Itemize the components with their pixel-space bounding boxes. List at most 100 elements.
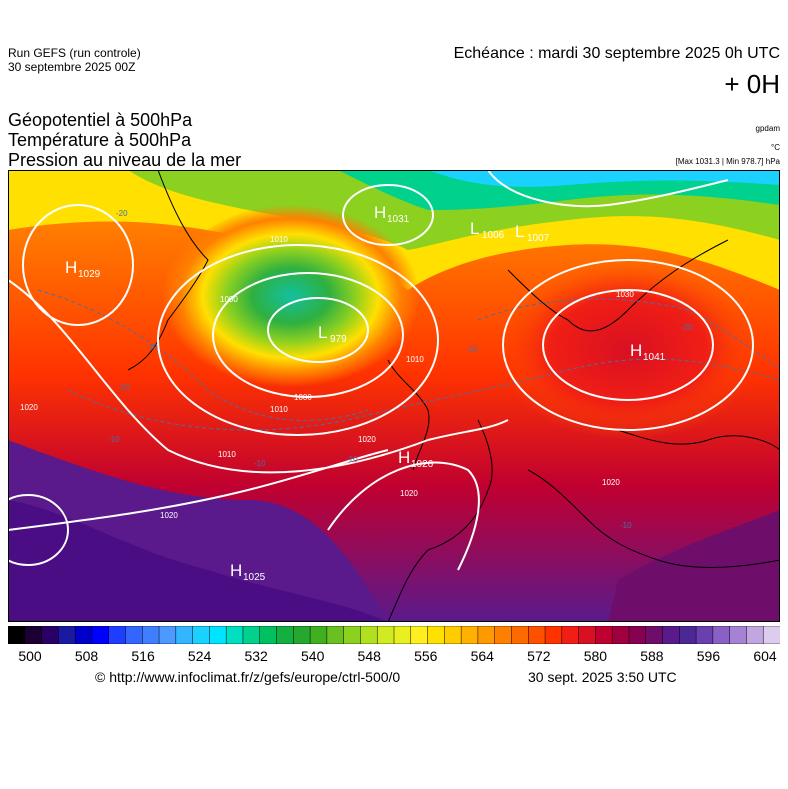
pc-letter-3: L [515,222,524,241]
colorbar-tick-label: 500 [18,648,42,664]
colorbar-tick-label: 540 [301,648,325,664]
colorbar-swatch [444,626,462,644]
lead-time: + 0H [724,69,780,99]
run-date: 30 septembre 2025 00Z [8,60,136,74]
isobars [8,170,754,571]
colorbar-swatch [309,626,328,644]
colorbar-swatch [712,626,731,644]
isobar-label: 1010 [270,235,288,244]
colorbar-tick-label: 508 [74,648,99,664]
pc-value-7: 1025 [243,572,266,583]
isobar-1020-biscay [327,461,480,571]
colorbar-swatch [662,626,681,644]
colorbar-swatch [628,626,647,644]
isobar-label: 1020 [400,489,418,498]
colorbar-tick-label: 572 [527,648,551,664]
isobar-label: 1020 [358,435,376,444]
colorbar-swatch [494,626,513,644]
isobar-high-azores [8,494,69,566]
coast-greenland [127,170,209,371]
unit-gpdam: gpdam [755,124,780,133]
pressure-centers: H 1029 H 1031 L 1006 L 1007 L 979 H 1041… [65,203,666,583]
colorbar-swatch [578,626,597,644]
isobar-label: 1020 [602,478,620,487]
colorbar-swatch [695,626,714,644]
colorbar-swatch [343,626,362,644]
cyan-band [428,170,780,187]
coast-scandinavia [507,239,729,332]
pc-value-0: 1029 [78,269,101,280]
isobar-low-1000 [212,272,404,398]
map-frame [8,170,780,622]
isobar-label: 1020 [20,403,38,412]
colorbar-swatch [679,626,697,644]
isobar-north-band [487,170,729,208]
colorbar-tick-label: 580 [583,648,608,664]
isobar-label: 1000 [220,295,238,304]
colorbar-swatch [142,626,160,644]
colorbar-swatch [192,626,211,644]
colorbar-swatch [58,626,76,644]
pc-letter-4: L [318,323,327,342]
title-temperature: Température à 500hPa [8,130,192,150]
colorbar-swatch [108,626,127,644]
colorbar-swatch [41,626,60,644]
deep-purple-region [8,500,388,622]
colorbar-swatch [460,626,479,644]
isobar-high-north [342,184,434,246]
colorbar-swatch [645,626,664,644]
unit-celsius: °C [771,143,780,152]
coast-british-isles [387,359,430,471]
isobar-high-1030 [542,289,714,401]
pc-letter-0: H [65,258,77,277]
weather-map: H 1029 H 1031 L 1006 L 1007 L 979 H 1041… [8,170,780,622]
isotherm-labels: -20 -10 -20 -10 -20 -10 -10 -20 -10 [108,209,693,530]
colorbar-swatch [595,626,613,644]
isobar-low-inner [267,297,369,363]
isotherm-label: -10 [254,459,266,468]
colorbar-swatch [611,626,630,644]
colorbar-swatch [746,626,764,644]
colorbar-swatch [276,626,295,644]
isobar-1020-north [8,279,509,474]
colorbar-tick-label: 516 [131,648,155,664]
colorbar-tick-label: 524 [187,648,212,664]
colorbar-swatch [762,626,780,644]
colorbar-swatch [158,626,177,644]
isotherm-label: -20 [681,323,693,332]
high-ridge-fill [498,260,758,440]
pressure-stats: [Max 1031.3 | Min 978.7] hPa [675,157,780,166]
colorbar-swatch [225,626,244,644]
colorbar-swatch [8,626,26,644]
colorbar-swatch [427,626,446,644]
pc-letter-5: H [630,341,642,360]
colorbar-swatch [376,626,395,644]
colorbar-swatch [393,626,412,644]
coast-black-sea [617,429,780,451]
isobar-label: 1010 [218,450,236,459]
low-trough-fill [148,200,488,440]
colorbar-tick-label: 564 [470,648,494,664]
colorbar-swatch [729,626,748,644]
isotherms [37,289,780,431]
colorbar-tick-label: 548 [357,648,381,664]
isobar-label: 1020 [160,511,178,520]
pc-value-1: 1031 [387,214,410,225]
colorbar-swatch [209,626,227,644]
isotherm-label: -20 [118,383,130,392]
colorbar-swatch [91,626,110,644]
isobar-label: 1000 [294,393,312,402]
colorbar [8,626,780,644]
isotherm-label: -10 [346,455,358,464]
coastlines [127,170,780,622]
colorbar-swatch [544,626,563,644]
colorbar-tick-label: 532 [244,648,268,664]
coast-mediterranean [527,469,780,568]
colorbar-tick-label: 556 [414,648,438,664]
pc-letter-2: L [470,219,479,238]
colorbar-tick-label: 596 [696,648,721,664]
isobar-labels: 1010 1000 1010 1020 1010 1020 1020 1030 … [20,235,634,520]
colorbar-swatch [410,626,429,644]
colorbar-swatch [561,626,580,644]
colorbar-swatch [477,626,496,644]
